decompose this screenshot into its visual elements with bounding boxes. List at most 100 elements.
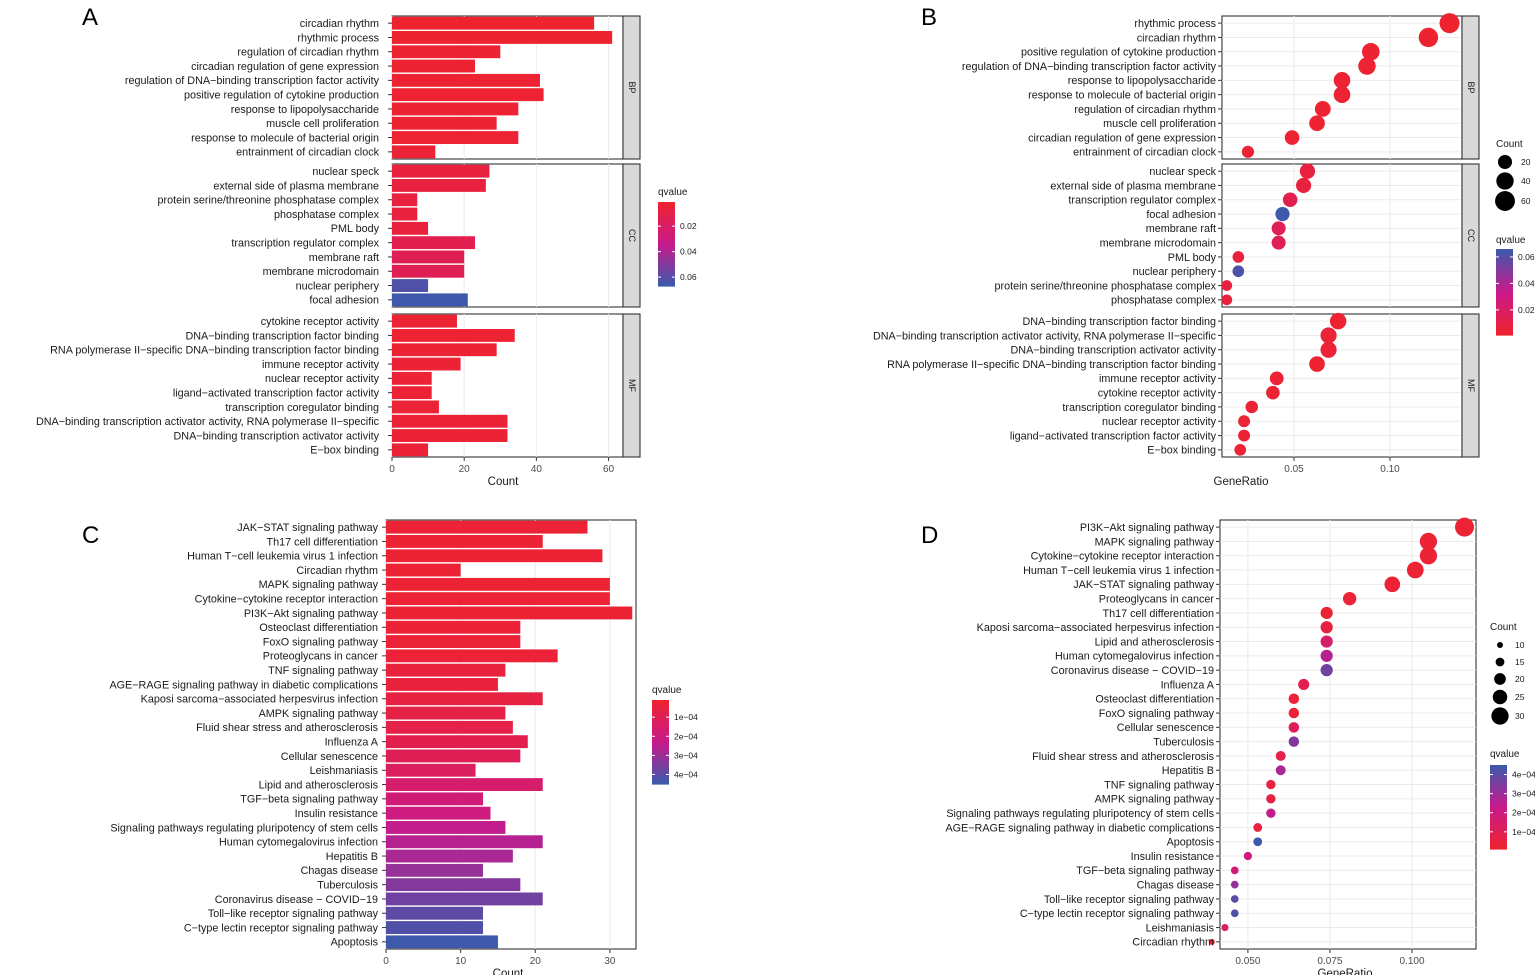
colorbar-segment — [1496, 279, 1513, 282]
colorbar-segment — [652, 775, 669, 779]
colorbar-segment — [652, 727, 669, 730]
bar — [386, 849, 513, 863]
category-label: focal adhesion — [1146, 209, 1216, 221]
bar — [386, 620, 521, 634]
colorbar-segment — [652, 744, 669, 747]
dot — [1275, 206, 1290, 222]
bar — [392, 116, 497, 130]
colorbar-label: 0.06 — [1518, 252, 1535, 262]
x-axis-title: Count — [493, 968, 524, 975]
colorbar-segment — [1496, 324, 1513, 327]
category-label: nuclear speck — [312, 166, 379, 178]
dot — [1238, 415, 1251, 428]
colorbar-segment — [1496, 272, 1513, 276]
colorbar-label: 0.04 — [680, 247, 697, 257]
bar — [386, 892, 543, 906]
bar — [392, 73, 540, 87]
colorbar-segment — [1490, 842, 1507, 846]
facet-label: MF — [627, 379, 637, 392]
colorbar-segment — [652, 758, 669, 762]
colorbar-segment — [1496, 298, 1513, 302]
dot — [1320, 341, 1337, 358]
colorbar-segment — [658, 262, 675, 266]
colorbar-segment — [652, 700, 669, 703]
dot — [1275, 750, 1286, 761]
size-legend-dot — [1497, 642, 1503, 648]
category-label: ligand−activated transcription factor ac… — [173, 387, 380, 399]
bar — [392, 102, 519, 116]
colorbar-segment — [1496, 289, 1513, 293]
bar — [392, 371, 432, 385]
category-label: AMPK signaling pathway — [259, 708, 379, 720]
bar — [386, 720, 513, 734]
category-label: Human cytomegalovirus infection — [1055, 651, 1214, 663]
colorbar-segment — [1490, 783, 1507, 787]
colorbar-segment — [658, 239, 675, 243]
category-label: TNF signaling pathway — [1104, 779, 1214, 791]
colorbar-segment — [1490, 794, 1507, 798]
bar — [392, 343, 497, 357]
category-label: rhythmic process — [297, 32, 379, 44]
colorbar-segment — [1496, 328, 1513, 332]
dot — [1320, 621, 1333, 634]
category-label: Kaposi sarcoma−associated herpesvirus in… — [977, 622, 1214, 634]
category-label: membrane microdomain — [263, 266, 379, 278]
category-label: E−box binding — [1147, 445, 1216, 457]
bar — [392, 59, 476, 73]
category-label: Human T−cell leukemia virus 1 infection — [187, 551, 378, 563]
colorbar-segment — [1490, 830, 1507, 833]
x-tick-label: 40 — [531, 464, 543, 475]
category-label: nuclear periphery — [296, 280, 380, 292]
colorbar-segment — [1490, 834, 1507, 837]
dot — [1221, 280, 1233, 291]
colorbar-segment — [1490, 846, 1507, 850]
colorbar-segment — [652, 769, 669, 772]
colorbar-segment — [652, 733, 669, 737]
colorbar-segment — [1496, 332, 1513, 336]
colorbar-segment — [658, 204, 675, 207]
category-label: nuclear receptor activity — [265, 373, 380, 385]
category-label: Proteoglycans in cancer — [1099, 593, 1215, 605]
colorbar-segment — [1496, 264, 1513, 267]
colorbar-segment — [658, 252, 675, 256]
bar — [386, 878, 521, 892]
dot — [1253, 823, 1263, 832]
colorbar-segment — [1496, 317, 1513, 321]
colorbar-segment — [1490, 821, 1507, 825]
colorbar-segment — [1496, 253, 1513, 257]
dot — [1288, 707, 1300, 719]
size-legend-dot — [1496, 172, 1514, 190]
category-label: C−type lectin receptor signaling pathway — [1020, 908, 1215, 920]
category-label: Coronavirus disease − COVID−19 — [1051, 665, 1214, 677]
size-legend-dot — [1495, 657, 1505, 667]
colorbar-segment — [1490, 817, 1507, 821]
category-label: DNA−binding transcription activator acti… — [36, 416, 380, 428]
bar — [392, 386, 432, 400]
category-label: JAK−STAT signaling pathway — [1073, 579, 1214, 591]
colorbar-segment — [1496, 281, 1513, 284]
category-label: nuclear periphery — [1133, 266, 1217, 278]
colorbar-segment — [652, 710, 669, 714]
bar — [392, 293, 468, 307]
panel-background — [1221, 163, 1463, 308]
category-label: response to lipopolysaccharide — [231, 104, 379, 116]
category-label: Osteoclast differentiation — [259, 622, 378, 634]
colorbar-segment — [1496, 270, 1513, 274]
x-tick-label: 0.10 — [1380, 464, 1400, 475]
colorbar-segment — [652, 765, 669, 768]
category-label: cytokine receptor activity — [261, 316, 380, 328]
dot — [1309, 356, 1325, 372]
category-label: RNA polymerase II−specific DNA−binding t… — [887, 359, 1216, 371]
colorbar-segment — [658, 218, 675, 222]
category-label: regulation of DNA−binding transcription … — [125, 75, 380, 87]
category-label: PI3K−Akt signaling pathway — [1080, 522, 1215, 534]
colorbar-segment — [658, 271, 675, 274]
colorbar-segment — [1496, 319, 1513, 323]
x-tick-label: 0.075 — [1317, 956, 1342, 967]
colorbar-segment — [658, 235, 675, 239]
size-legend-label: 15 — [1515, 657, 1525, 667]
category-label: positive regulation of cytokine producti… — [184, 89, 379, 101]
category-label: TGF−beta signaling pathway — [240, 794, 378, 806]
facet-strip — [622, 15, 641, 160]
size-legend-dot — [1495, 191, 1515, 211]
